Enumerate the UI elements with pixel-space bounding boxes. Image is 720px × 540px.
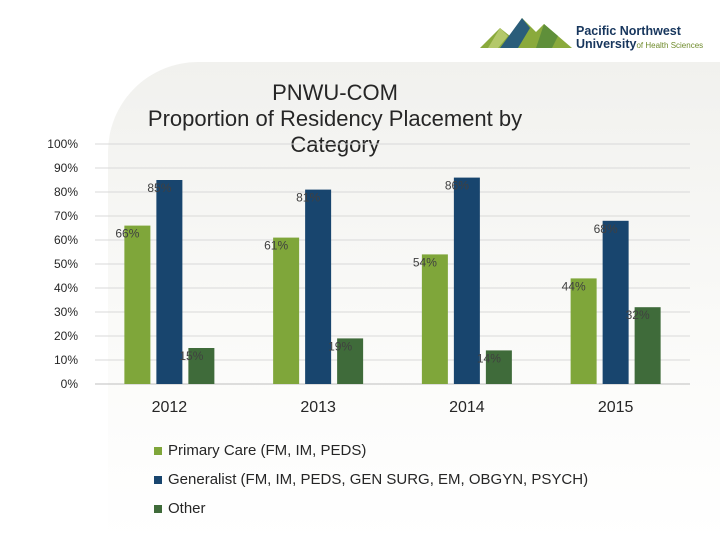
y-tick-label: 80% <box>54 185 78 199</box>
legend-swatch-primary-care <box>154 446 162 455</box>
logo-line-2: Universityof Health Sciences <box>576 38 703 52</box>
university-logo: Pacific Northwest Universityof Health Sc… <box>478 14 714 54</box>
y-tick-label: 70% <box>54 209 78 223</box>
chart-title-line-2: Proportion of Residency Placement by <box>147 106 523 131</box>
legend-item-primary-care: Primary Care (FM, IM, PEDS) <box>154 436 588 465</box>
x-tick-label: 2014 <box>449 399 485 416</box>
legend-label-other: Other <box>168 500 206 517</box>
data-label: 15% <box>179 349 203 363</box>
y-tick-label: 40% <box>54 281 78 295</box>
data-label: 85% <box>147 181 171 195</box>
bar <box>124 225 151 384</box>
y-tick-label: 50% <box>54 257 78 271</box>
x-tick-label: 2013 <box>300 399 336 416</box>
legend-label-generalist: Generalist (FM, IM, PEDS, GEN SURG, EM, … <box>168 471 589 488</box>
legend-item-other: Other <box>154 494 588 523</box>
bar <box>453 177 480 384</box>
bar <box>421 254 448 384</box>
y-tick-label: 0% <box>61 377 79 391</box>
legend-item-generalist: Generalist (FM, IM, PEDS, GEN SURG, EM, … <box>154 465 588 494</box>
data-label: 44% <box>562 279 586 293</box>
y-tick-label: 100% <box>47 137 78 151</box>
bar <box>188 348 215 384</box>
legend-label-primary-care: Primary Care (FM, IM, PEDS) <box>168 442 367 459</box>
bar <box>305 189 332 384</box>
y-tick-label: 60% <box>54 233 78 247</box>
data-label: 32% <box>626 308 650 322</box>
data-label: 86% <box>445 179 469 193</box>
logo-line-2-suffix: of Health Sciences <box>636 41 704 50</box>
data-label: 14% <box>477 351 501 365</box>
mountain-logo-icon <box>480 18 572 48</box>
logo-line-1: Pacific Northwest <box>576 24 681 38</box>
y-tick-label: 30% <box>54 305 78 319</box>
logo-text: Pacific Northwest Universityof Health Sc… <box>576 25 703 52</box>
data-label: 19% <box>328 339 352 353</box>
bar <box>602 220 629 384</box>
legend-swatch-other <box>154 504 162 513</box>
y-tick-label: 90% <box>54 161 78 175</box>
x-tick-label: 2012 <box>152 399 188 416</box>
bar <box>570 278 597 384</box>
logo-line-2-main: University <box>576 37 637 51</box>
data-label: 81% <box>296 191 320 205</box>
data-label: 61% <box>264 239 288 253</box>
chart-title-line-1: PNWU-COM <box>272 80 398 105</box>
y-tick-label: 10% <box>54 353 78 367</box>
bar <box>485 350 512 384</box>
data-label: 66% <box>115 227 139 241</box>
bar <box>156 180 183 384</box>
bar <box>634 307 661 384</box>
x-tick-label: 2015 <box>598 399 634 416</box>
legend-swatch-generalist <box>154 475 162 484</box>
bar <box>273 237 300 384</box>
chart-legend: Primary Care (FM, IM, PEDS) Generalist (… <box>154 436 588 523</box>
data-label: 68% <box>594 222 618 236</box>
y-tick-label: 20% <box>54 329 78 343</box>
bar <box>337 338 364 384</box>
data-label: 54% <box>413 255 437 269</box>
